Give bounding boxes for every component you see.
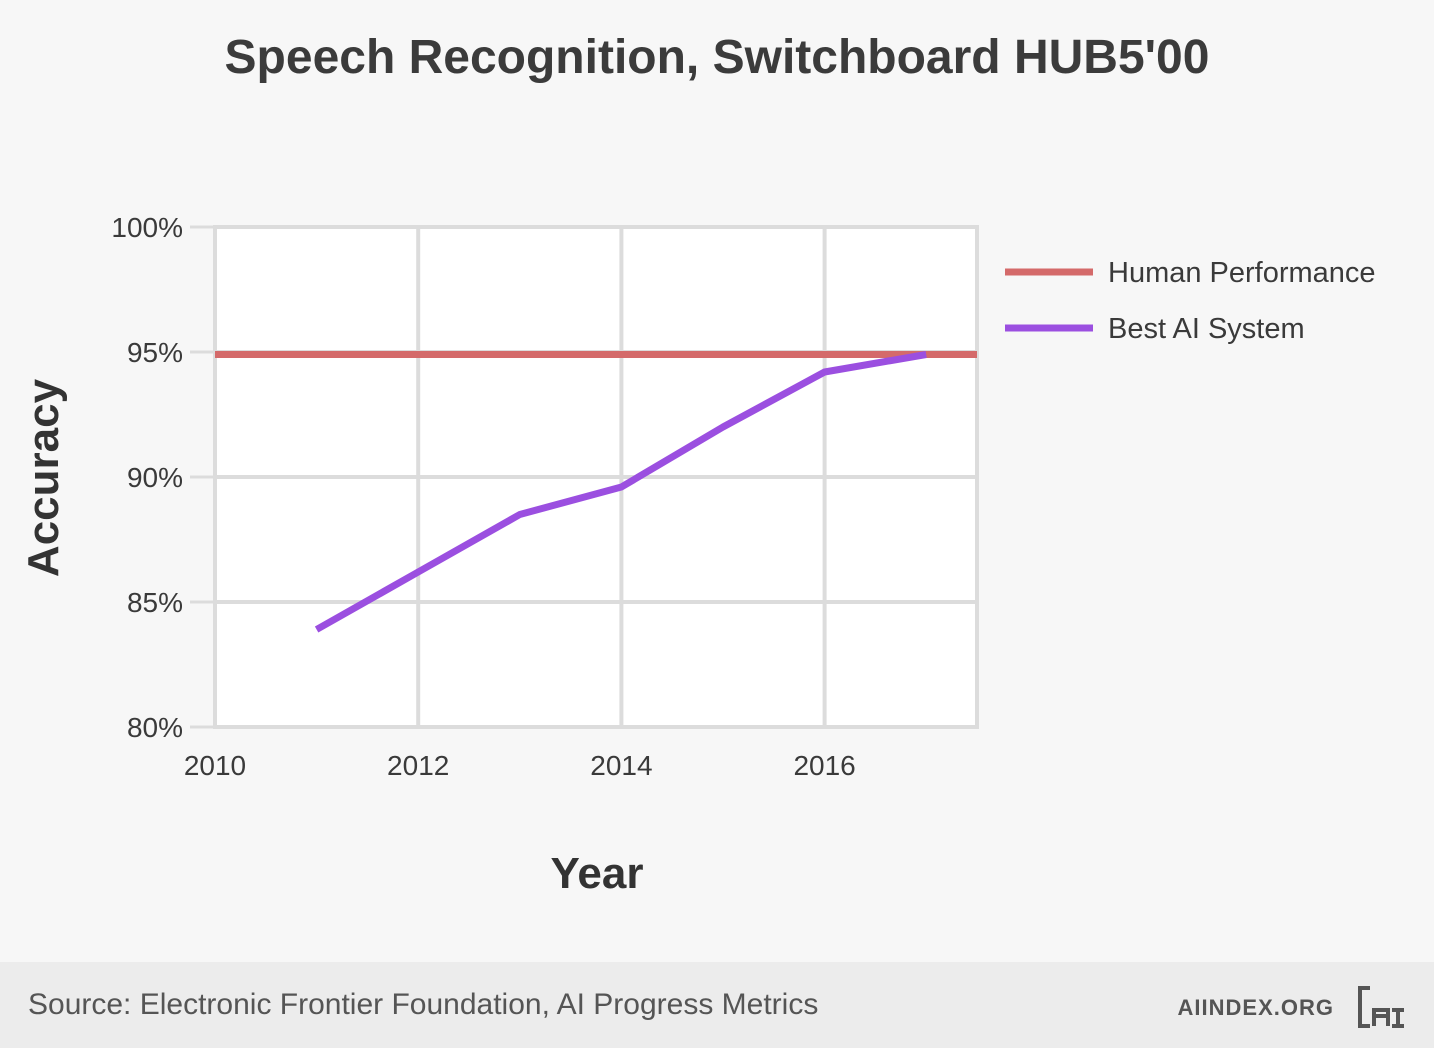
y-axis-title: Accuracy: [19, 378, 68, 577]
y-tick-label: 95%: [127, 337, 183, 368]
x-tick-label: 2016: [793, 750, 855, 781]
footer: Source: Electronic Frontier Foundation, …: [0, 962, 1434, 1048]
y-tick-label: 90%: [127, 462, 183, 493]
site-link[interactable]: AIINDEX.ORG: [1177, 995, 1334, 1020]
legend-label: Best AI System: [1108, 313, 1305, 345]
source-text: Source: Electronic Frontier Foundation, …: [28, 988, 819, 1021]
y-tick-label: 85%: [127, 587, 183, 618]
y-tick-label: 100%: [111, 212, 183, 243]
ai-index-logo-icon: [1358, 986, 1404, 1028]
x-tick-label: 2014: [590, 750, 652, 781]
tick-layer: 80% 85% 90% 95% 100% 2010 2012 2014 2016: [111, 212, 855, 781]
x-tick-label: 2012: [387, 750, 449, 781]
legend: Human Performance Best AI System: [1005, 257, 1376, 345]
series-line: [314, 351, 927, 633]
series-layer: [215, 351, 977, 633]
x-tick-label: 2010: [184, 750, 246, 781]
legend-label: Human Performance: [1108, 257, 1376, 289]
y-tick-label: 80%: [127, 712, 183, 743]
chart-svg: 80% 85% 90% 95% 100% 2010 2012 2014 2016 Human P…: [19, 212, 1376, 898]
grid-layer: [190, 225, 979, 729]
chart-title: Speech Recognition, Switchboard HUB5'00: [224, 31, 1210, 84]
x-axis-title: Year: [551, 849, 644, 898]
